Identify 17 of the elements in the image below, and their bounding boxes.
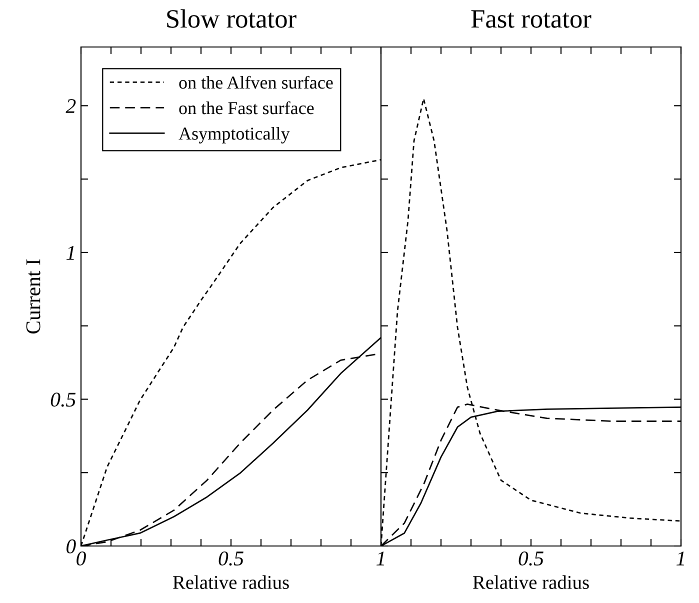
y-tick-label: 1 <box>66 246 74 260</box>
x-tick-label: 0.5 <box>518 551 544 566</box>
y-axis-title: Current I <box>26 259 40 334</box>
legend-label: on the Alfven surface <box>179 76 333 89</box>
chart-title: Fast rotator <box>471 10 592 28</box>
chart-title: Slow rotator <box>167 9 296 28</box>
x-tick-label: 0 <box>76 551 86 566</box>
x-axis-title: Relative radius <box>172 575 289 589</box>
y-tick-label: 2 <box>66 99 76 113</box>
x-tick-label: 1 <box>676 552 684 566</box>
x-tick-label: 1 <box>376 552 384 566</box>
legend-label: on the Fast surface <box>179 101 314 114</box>
x-tick-label: 0.5 <box>218 551 244 566</box>
legend-label: Asymptotically <box>178 127 290 144</box>
y-tick-label: 0.5 <box>50 392 76 407</box>
x-axis-title: Relative radius <box>472 575 589 589</box>
y-tick-label: 0 <box>66 539 76 554</box>
